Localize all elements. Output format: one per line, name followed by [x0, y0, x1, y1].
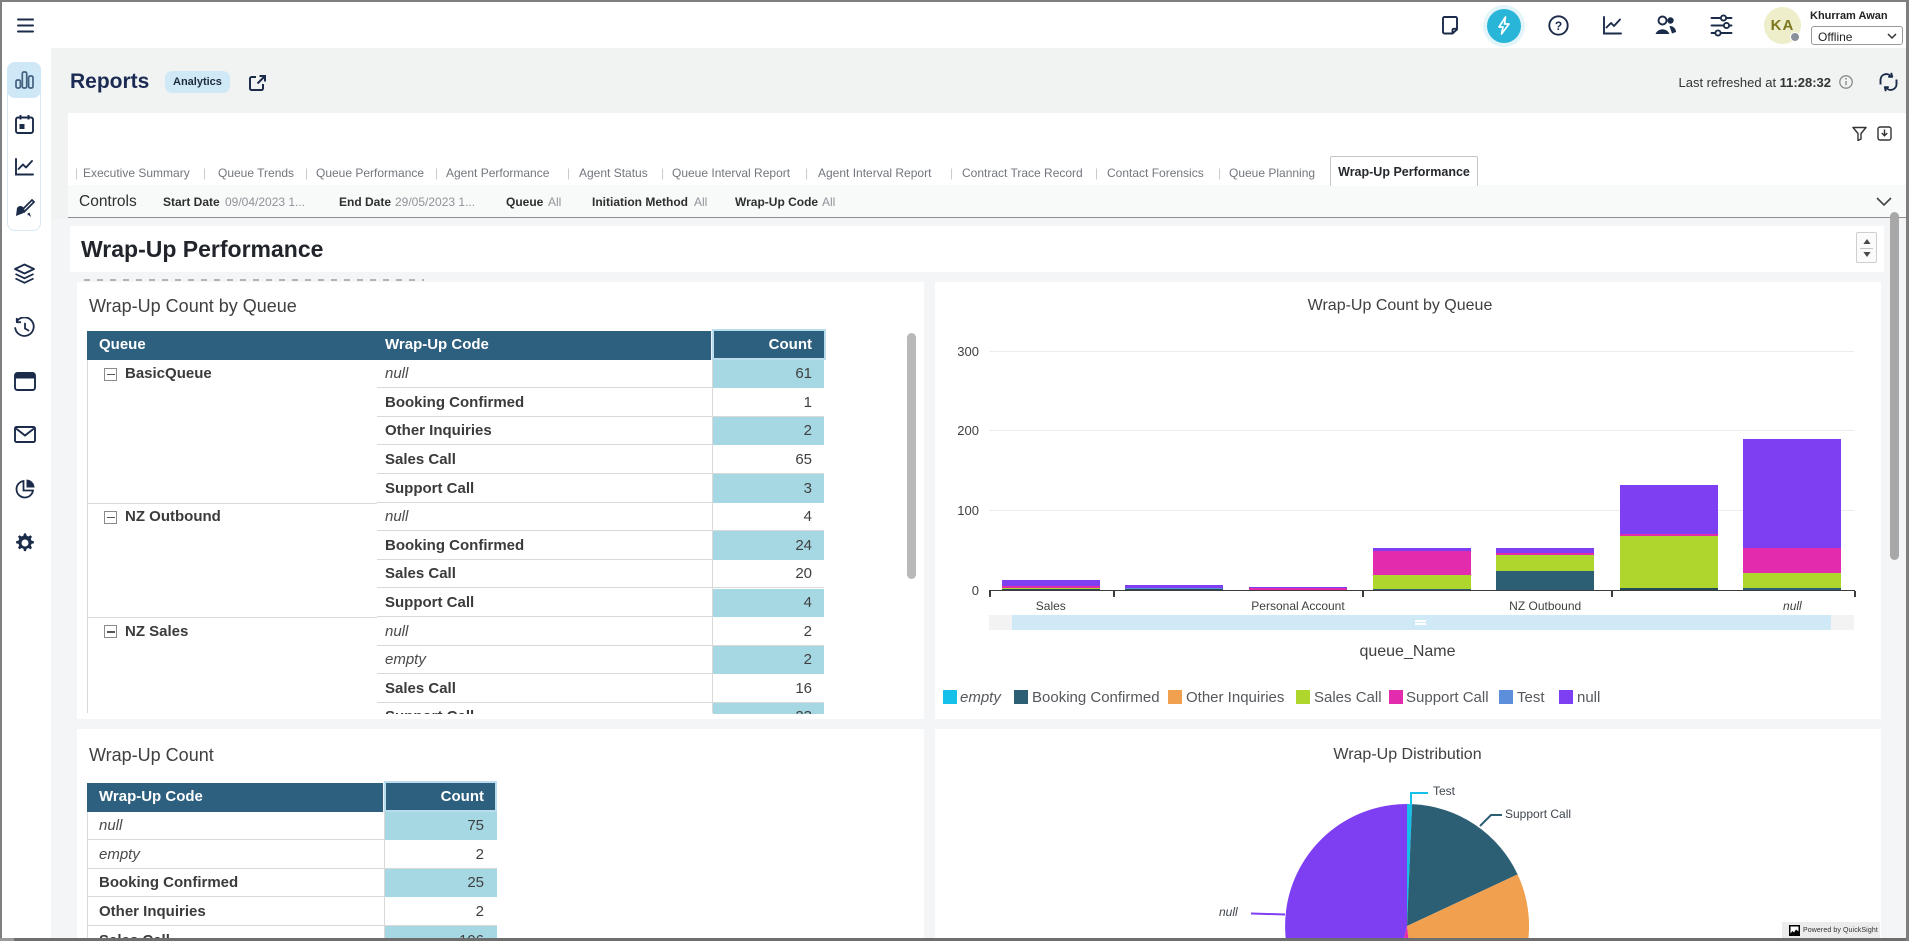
- svg-text:?: ?: [1555, 19, 1562, 33]
